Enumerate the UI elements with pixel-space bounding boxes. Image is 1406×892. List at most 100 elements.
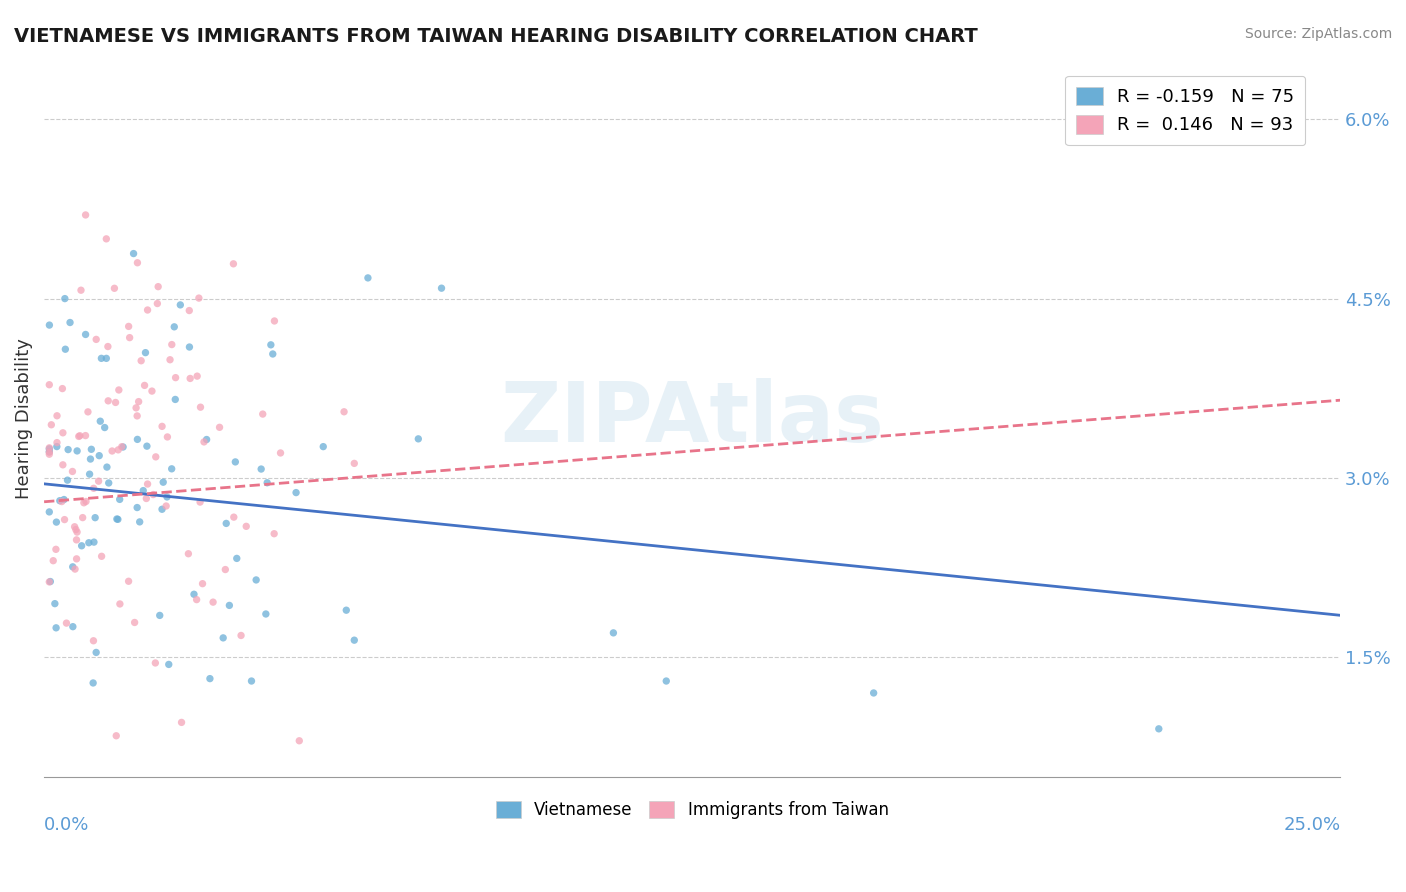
Point xyxy=(75,494,97,508)
Point xyxy=(655,673,678,688)
Point xyxy=(53,513,76,527)
Point xyxy=(70,283,93,297)
Point xyxy=(177,547,200,561)
Point xyxy=(186,592,208,607)
Point xyxy=(46,435,69,450)
Point xyxy=(79,467,101,482)
Point xyxy=(77,405,100,419)
Point xyxy=(87,474,110,488)
Point xyxy=(408,432,430,446)
Text: 25.0%: 25.0% xyxy=(1284,816,1340,834)
Point xyxy=(128,394,150,409)
Point xyxy=(191,576,214,591)
Point xyxy=(142,487,165,501)
Point xyxy=(62,559,84,574)
Point xyxy=(193,434,215,449)
Point xyxy=(90,549,112,564)
Point xyxy=(254,607,277,621)
Point xyxy=(195,433,218,447)
Point xyxy=(75,208,97,222)
Point xyxy=(270,446,292,460)
Point xyxy=(256,475,278,490)
Point xyxy=(53,292,76,306)
Point xyxy=(160,337,183,351)
Point xyxy=(107,442,129,457)
Point xyxy=(84,510,107,524)
Point xyxy=(262,347,284,361)
Point xyxy=(108,597,131,611)
Point xyxy=(146,296,169,310)
Point xyxy=(93,420,115,434)
Point xyxy=(335,603,357,617)
Point xyxy=(260,338,283,352)
Point xyxy=(38,444,60,458)
Point xyxy=(105,512,128,526)
Point xyxy=(38,445,60,459)
Point xyxy=(70,539,93,553)
Point xyxy=(53,343,76,357)
Point xyxy=(56,473,79,487)
Point xyxy=(67,429,90,443)
Point xyxy=(159,352,181,367)
Point xyxy=(165,370,187,384)
Point xyxy=(135,491,157,506)
Point xyxy=(186,369,208,384)
Text: VIETNAMESE VS IMMIGRANTS FROM TAIWAN HEARING DISABILITY CORRELATION CHART: VIETNAMESE VS IMMIGRANTS FROM TAIWAN HEA… xyxy=(14,27,977,45)
Point xyxy=(136,303,159,318)
Point xyxy=(156,490,179,504)
Point xyxy=(66,524,89,539)
Point xyxy=(97,475,120,490)
Point xyxy=(179,371,201,385)
Point xyxy=(146,279,169,293)
Point xyxy=(41,417,63,432)
Point xyxy=(45,542,67,557)
Point xyxy=(235,519,257,533)
Point xyxy=(862,686,884,700)
Point xyxy=(96,232,118,246)
Point xyxy=(97,339,120,353)
Point xyxy=(84,645,107,659)
Point xyxy=(150,419,173,434)
Point xyxy=(52,425,75,440)
Point xyxy=(333,405,356,419)
Point xyxy=(46,409,69,423)
Point xyxy=(117,574,139,589)
Point xyxy=(65,533,87,547)
Point xyxy=(89,449,111,463)
Point xyxy=(117,319,139,334)
Point xyxy=(150,502,173,516)
Point xyxy=(136,477,159,491)
Point xyxy=(225,551,247,566)
Point xyxy=(104,395,127,409)
Point xyxy=(53,492,76,507)
Point xyxy=(156,430,179,444)
Point xyxy=(63,562,86,576)
Point xyxy=(65,552,87,566)
Point xyxy=(83,535,105,549)
Point xyxy=(82,676,104,690)
Point xyxy=(38,447,60,461)
Point xyxy=(97,393,120,408)
Point xyxy=(108,492,131,507)
Point xyxy=(127,256,149,270)
Point xyxy=(111,440,134,454)
Point xyxy=(122,246,145,260)
Point xyxy=(51,494,73,508)
Point xyxy=(38,441,60,455)
Point xyxy=(52,458,75,472)
Point xyxy=(38,377,60,392)
Point xyxy=(214,563,236,577)
Point xyxy=(145,450,167,464)
Point xyxy=(263,314,285,328)
Point xyxy=(101,444,124,458)
Point xyxy=(38,318,60,332)
Point xyxy=(72,510,94,524)
Point xyxy=(183,587,205,601)
Point xyxy=(105,729,128,743)
Point xyxy=(127,409,149,423)
Point xyxy=(128,515,150,529)
Point xyxy=(103,281,125,295)
Point xyxy=(127,433,149,447)
Point xyxy=(80,442,103,457)
Point xyxy=(179,303,201,318)
